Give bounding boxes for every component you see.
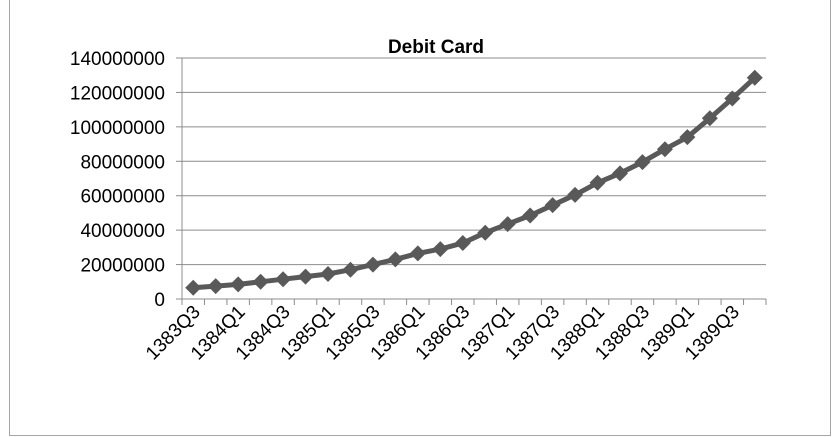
data-point (499, 216, 516, 233)
data-point (679, 129, 696, 146)
data-point (656, 141, 673, 158)
data-point (477, 224, 494, 241)
chart-title: Debit Card (388, 37, 484, 58)
y-tick-label: 80000000 (80, 152, 165, 173)
data-point (522, 207, 539, 224)
data-point (612, 165, 628, 182)
y-tick-label: 40000000 (80, 221, 165, 242)
data-point (634, 154, 651, 171)
y-tick-label: 120000000 (70, 83, 165, 104)
data-point (589, 174, 606, 191)
data-point (342, 261, 359, 278)
data-point (185, 279, 202, 296)
data-point (275, 271, 292, 288)
data-point (432, 241, 449, 258)
y-tick-label: 60000000 (80, 187, 165, 208)
y-tick-label: 100000000 (70, 118, 165, 139)
data-point (409, 245, 426, 262)
data-point (297, 268, 314, 285)
data-point (724, 90, 741, 107)
series-line (193, 75, 757, 291)
data-point (454, 235, 471, 252)
x-axis (181, 58, 767, 305)
data-point (364, 256, 381, 273)
data-point (387, 251, 404, 268)
y-tick-label: 140000000 (70, 49, 165, 70)
y-axis-ticks: 0 20000000 40000000 60000000 80000000 1000000… (70, 49, 165, 311)
y-tick-label: 20000000 (80, 256, 165, 277)
series-layer (185, 69, 763, 296)
data-point (544, 197, 561, 214)
data-point (567, 186, 584, 203)
y-tick-label: 0 (154, 290, 165, 311)
data-point (320, 266, 336, 283)
chart-frame (9, 0, 831, 436)
data-point (746, 69, 763, 86)
data-point (701, 110, 718, 127)
gridlines (176, 57, 766, 300)
data-point (207, 278, 224, 295)
data-point (230, 276, 247, 293)
data-point (252, 273, 269, 290)
x-axis-ticks: 1383Q31384Q11384Q31385Q11385Q31386Q11386… (142, 302, 744, 365)
